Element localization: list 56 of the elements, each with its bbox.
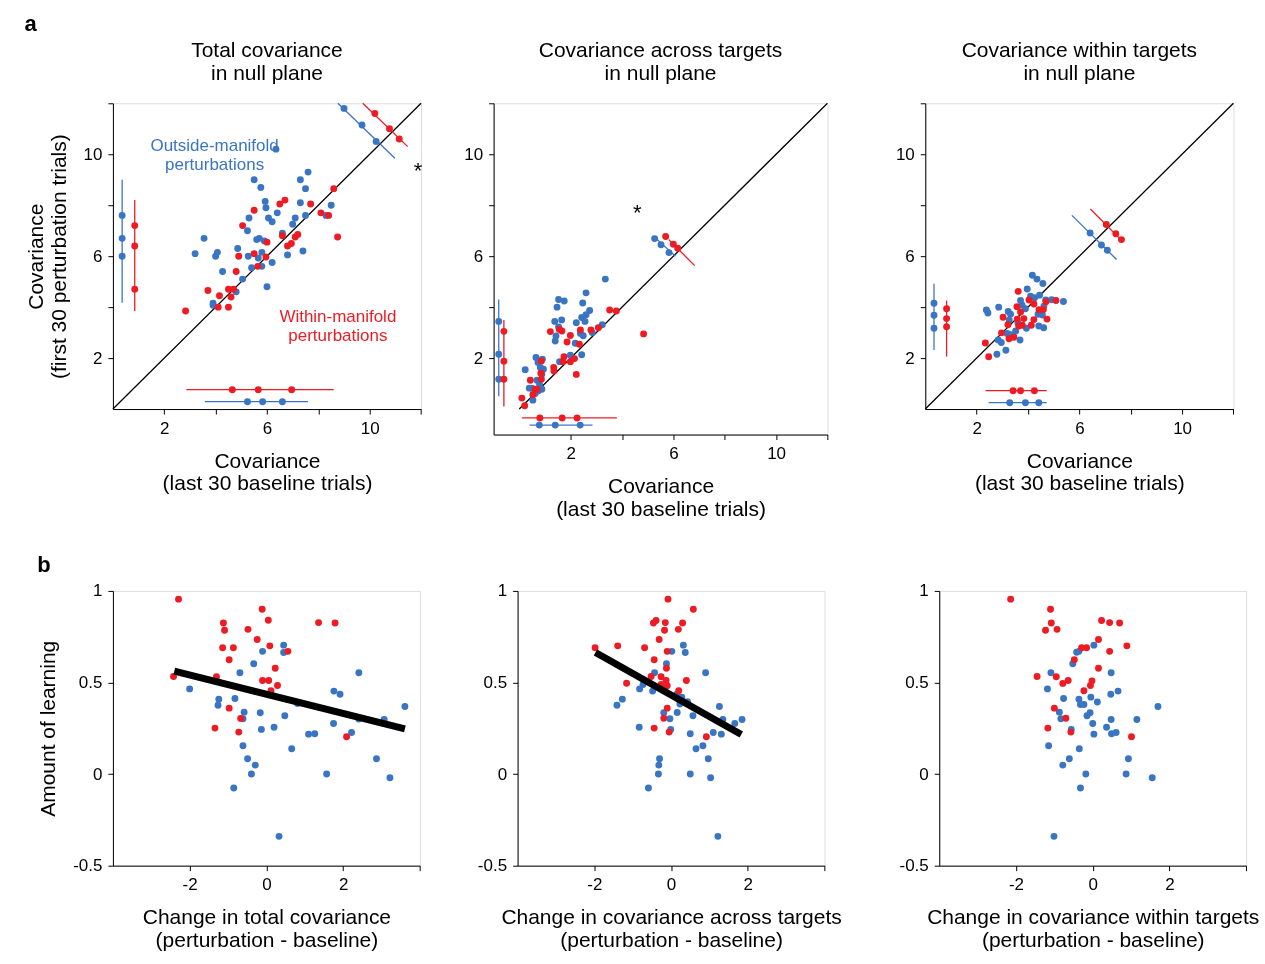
y-tick-label: 2 <box>92 348 103 368</box>
text: Within-manifold perturbations <box>279 307 397 346</box>
y-tick-label: 0.5 <box>78 672 103 692</box>
y-tick-label: -0.5 <box>477 856 508 876</box>
y-tick-label: 10 <box>83 144 103 164</box>
y-tick-label: 6 <box>473 246 484 266</box>
x-tick-label: 0 <box>262 875 272 895</box>
y-tick-label: 6 <box>92 246 103 266</box>
y-tick-label: 2 <box>473 348 484 368</box>
y-tick-label: 10 <box>464 144 484 164</box>
x-tick-label: 2 <box>743 875 754 895</box>
series-label: Outside-manifold perturbations <box>150 136 279 175</box>
annotation: * <box>632 199 642 225</box>
x-axis-title: Covariance (last 30 baseline trials) <box>162 448 373 495</box>
x-tick-label: 10 <box>1173 418 1192 438</box>
y-tick-label: 10 <box>895 144 915 164</box>
x-tick-label: 6 <box>1075 418 1085 438</box>
y-tick-label: 0 <box>919 764 929 784</box>
x-axis-title: Change in covariance across targets (perturbation - baseline) <box>501 905 842 952</box>
y-axis-title: Covariance (first 30 perturbation trials) <box>23 134 70 380</box>
y-tick-label: 1 <box>497 581 508 601</box>
x-tick-label: 10 <box>767 444 787 464</box>
x-tick-label: -2 <box>1008 875 1025 895</box>
y-tick-label: 6 <box>905 246 915 266</box>
x-axis-title: Change in covariance within targets (perturbation - baseline) <box>927 905 1260 952</box>
x-tick-label: 0 <box>666 875 677 895</box>
x-tick-label: -2 <box>182 875 198 895</box>
x-axis-title: Covariance (last 30 baseline trials) <box>974 448 1185 495</box>
chart-title: Covariance within targets in null plane <box>961 38 1198 85</box>
chart-title: Total covariance in null plane <box>191 38 343 85</box>
x-tick-label: -2 <box>587 875 603 895</box>
text: a <box>24 10 38 36</box>
y-tick-label: 0.5 <box>905 672 929 692</box>
x-tick-label: 2 <box>338 875 349 895</box>
y-tick-label: 0 <box>497 764 508 784</box>
x-tick-label: 2 <box>972 418 982 438</box>
annotation: * <box>413 157 423 183</box>
y-axis-title: Amount of learning <box>36 640 60 817</box>
x-tick-label: 2 <box>566 444 576 464</box>
y-tick-label: -0.5 <box>899 856 929 876</box>
x-tick-label: 2 <box>160 418 170 438</box>
y-tick-label: 1 <box>919 581 929 601</box>
y-tick-label: 0.5 <box>483 672 508 692</box>
x-tick-label: 10 <box>360 418 380 438</box>
x-tick-label: 0 <box>1088 875 1098 895</box>
y-tick-label: 2 <box>905 348 915 368</box>
y-tick-label: 1 <box>92 581 103 601</box>
text: b <box>37 552 51 578</box>
x-axis-title: Covariance (last 30 baseline trials) <box>556 473 766 520</box>
x-tick-label: 6 <box>262 418 273 438</box>
x-tick-label: 2 <box>1165 875 1175 895</box>
x-axis-title: Change in total covariance (perturbation - baseline) <box>142 905 392 952</box>
y-tick-label: -0.5 <box>73 856 103 876</box>
x-tick-label: 6 <box>669 444 679 464</box>
y-tick-label: 0 <box>92 764 103 784</box>
chart-title: Covariance across targets in null plane <box>538 38 783 85</box>
